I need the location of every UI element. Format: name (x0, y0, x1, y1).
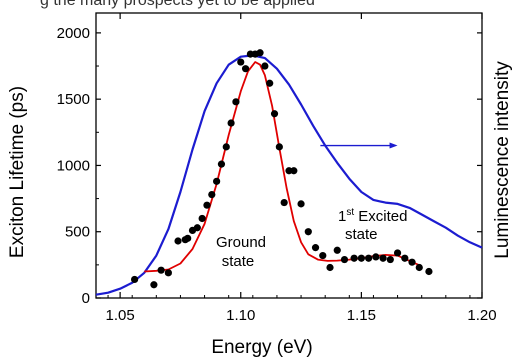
data-point (208, 191, 216, 199)
data-point (350, 254, 358, 262)
plot-frame (95, 12, 483, 299)
luminescence-line (95, 54, 483, 296)
data-point (164, 269, 172, 277)
excited-state-label-2: state (345, 226, 378, 243)
data-point (203, 201, 211, 209)
x-tick-label: 1.15 (347, 307, 376, 324)
data-point (386, 255, 394, 264)
data-point (333, 246, 341, 254)
x-tick-label: 1.20 (467, 307, 496, 324)
data-point (379, 254, 387, 262)
data-point (365, 254, 373, 262)
data-point (372, 253, 380, 261)
y-axis-label: Exciton Lifetime (ps) (7, 86, 28, 258)
data-point (131, 275, 139, 284)
data-point (174, 237, 182, 245)
lifetime-points (131, 49, 433, 289)
data-point (408, 258, 416, 266)
data-point (213, 177, 221, 185)
data-point (241, 65, 250, 73)
data-point (256, 49, 264, 57)
data-point (217, 160, 226, 168)
data-point (266, 79, 274, 87)
data-point (157, 266, 165, 274)
y-tick-label: 500 (65, 224, 90, 241)
x-tick-label: 1.10 (226, 307, 255, 324)
luminescence-curve (95, 54, 483, 296)
data-point (425, 267, 433, 276)
ground-state-label-2: state (222, 253, 255, 270)
y-tick-label: 1500 (57, 91, 90, 108)
data-point (304, 228, 312, 236)
ground-state-line1: Ground (216, 234, 266, 251)
data-point (393, 249, 402, 257)
data-point (326, 263, 334, 272)
data-point (415, 263, 423, 272)
data-point (280, 198, 288, 207)
data-point (150, 281, 158, 289)
y-tick-label: 1000 (57, 157, 90, 174)
data-point (290, 167, 298, 175)
data-point (297, 200, 305, 208)
arrow-head (389, 142, 398, 149)
ground-state-line2: state (222, 253, 255, 270)
data-point (311, 244, 320, 252)
data-point (357, 254, 365, 262)
ground-state-label: Ground (216, 234, 266, 251)
data-point (232, 98, 240, 106)
right-y-axis-label: Luminescence intensity (492, 61, 513, 259)
data-point (261, 62, 269, 70)
plot-border (95, 12, 483, 299)
data-point (193, 224, 201, 232)
excited-state-label: 1st Excited (338, 207, 407, 225)
data-point (275, 143, 283, 151)
data-point (222, 143, 230, 151)
x-axis-ticks: 1.05 1.10 1.15 1.20 (106, 13, 497, 324)
data-point (319, 251, 327, 260)
cropped-caption-text: g the many prospects yet to be applied (40, 0, 315, 9)
excited-state-rest: Excited (354, 208, 407, 225)
y-tick-label: 2000 (57, 25, 90, 42)
data-point (340, 255, 349, 264)
x-tick-label: 1.05 (106, 307, 135, 324)
data-point (184, 234, 192, 242)
data-point (237, 58, 245, 66)
arrow-to-right-axis (320, 142, 398, 149)
x-axis-label: Energy (eV) (211, 337, 312, 358)
data-point (270, 110, 279, 118)
excited-state-sup: st (346, 207, 354, 218)
y-axis-ticks: 0 500 1000 1500 2000 (57, 25, 482, 307)
y-tick-label: 0 (82, 290, 90, 307)
data-point (227, 119, 235, 127)
data-point (198, 214, 206, 223)
excited-state-line2: state (345, 226, 378, 243)
excited-state-num: 1 (338, 208, 346, 225)
data-point (401, 254, 409, 262)
